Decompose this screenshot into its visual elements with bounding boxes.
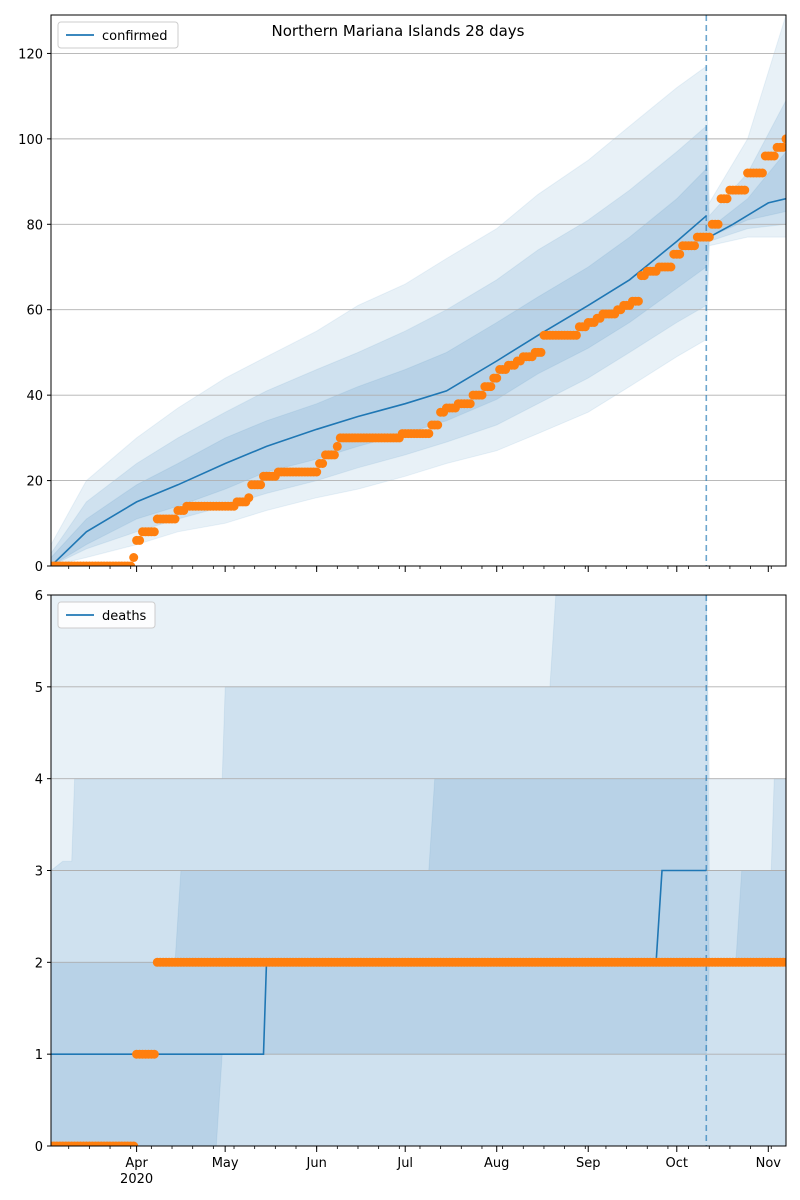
observed-point <box>244 493 254 503</box>
band-middle <box>51 100 786 566</box>
y-tick-label: 40 <box>26 389 43 404</box>
x-axis <box>68 566 772 572</box>
observed-point <box>433 420 443 430</box>
median-line <box>708 197 786 238</box>
uncertainty-bands <box>51 15 786 566</box>
observed-point <box>740 185 750 195</box>
y-tick-label: 60 <box>26 304 43 319</box>
chart-title: Northern Mariana Islands 28 days <box>272 22 525 40</box>
observed-series <box>51 134 786 566</box>
x-tick-label: Aug <box>484 1156 509 1171</box>
observed-point <box>713 219 723 229</box>
y-tick-label: 0 <box>35 560 43 575</box>
observed-point <box>129 1141 139 1146</box>
legend-box <box>57 21 179 49</box>
legend-box <box>57 601 156 629</box>
legend-label: deaths <box>102 609 147 624</box>
x-tick-label: Jul <box>396 1156 413 1171</box>
y-tick-label: 100 <box>18 133 43 148</box>
observed-point <box>170 514 180 524</box>
observed-point <box>486 382 496 392</box>
y-tick-label: 0 <box>35 1140 43 1155</box>
observed-point <box>781 134 786 144</box>
x-tick-label: Oct <box>666 1156 688 1171</box>
observed-point <box>424 429 434 439</box>
observed-point <box>129 553 139 562</box>
observed-point <box>312 467 322 477</box>
y-tick-label: 6 <box>35 589 43 604</box>
observed-point <box>465 399 475 409</box>
observed-point <box>492 373 502 383</box>
observed-point <box>126 561 136 566</box>
x-tick-label: May <box>212 1156 239 1171</box>
observed-point <box>318 459 328 468</box>
y-tick-label: 2 <box>35 956 43 971</box>
median-series <box>51 197 786 566</box>
observed-point <box>633 296 643 306</box>
observed-point <box>135 535 145 545</box>
observed-point <box>704 232 714 242</box>
legend: confirmed <box>57 21 179 49</box>
observed-point <box>675 249 685 259</box>
median-line <box>51 215 707 566</box>
observed-series <box>51 957 786 1146</box>
observed-point <box>769 151 779 161</box>
observed-point <box>332 441 342 451</box>
observed-point <box>149 527 159 537</box>
x-tick-label: Jun <box>306 1156 327 1171</box>
observed-point <box>757 168 767 178</box>
observed-point <box>781 957 786 967</box>
y-axis: 0 20 40 60 80 100 120 <box>18 47 51 575</box>
y-tick-label: 80 <box>26 218 43 233</box>
x-tick-year-label: 2020 <box>120 1172 153 1187</box>
observed-point <box>690 241 699 251</box>
x-tick-label: Sep <box>576 1156 601 1171</box>
observed-point <box>666 262 676 272</box>
legend: deaths <box>57 601 156 629</box>
observed-point <box>329 450 339 460</box>
y-axis: 0 1 2 3 4 5 6 <box>35 589 51 1155</box>
observed-point <box>477 390 487 400</box>
observed-point <box>149 1049 159 1059</box>
observed-point <box>536 347 546 357</box>
y-tick-label: 3 <box>35 865 43 880</box>
observed-point <box>256 480 266 490</box>
observed-point <box>778 142 786 152</box>
y-tick-label: 1 <box>35 1048 43 1063</box>
observed-point <box>722 194 732 204</box>
legend-label: confirmed <box>102 29 168 44</box>
y-tick-label: 4 <box>35 773 43 788</box>
y-tick-label: 5 <box>35 681 43 696</box>
x-tick-label: Nov <box>756 1156 782 1171</box>
axes-frame <box>50 14 787 567</box>
y-tick-label: 120 <box>18 47 43 62</box>
confirmed-panel: 0 20 40 60 80 100 120 confirmed Northern Mariana… <box>18 14 787 575</box>
y-tick-label: 20 <box>26 475 43 490</box>
band-outer <box>51 15 786 566</box>
x-tick-label: Apr <box>125 1156 148 1171</box>
observed-point <box>571 330 581 340</box>
